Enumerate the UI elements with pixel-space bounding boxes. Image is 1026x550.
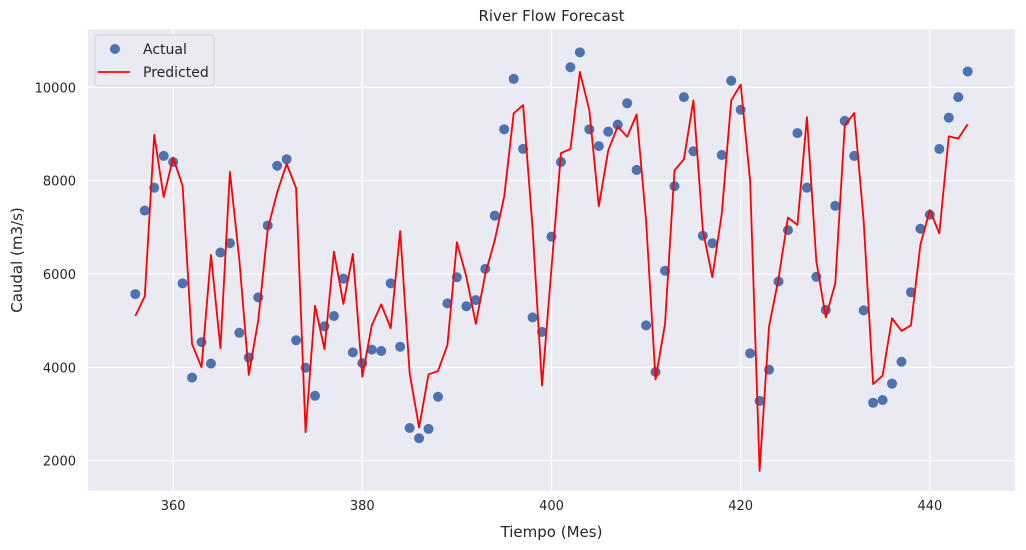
y-axis-label: Caudal (m3/s) [8, 207, 26, 313]
y-tick-label: 2000 [43, 455, 76, 470]
actual-point [376, 346, 387, 356]
actual-point [139, 205, 150, 216]
actual-point [943, 112, 954, 123]
actual-point [953, 92, 964, 103]
actual-point [678, 92, 689, 103]
actual-point [224, 238, 235, 249]
x-axis-label: Tiempo (Mes) [500, 523, 603, 541]
y-tick-label: 10000 [35, 81, 76, 96]
actual-point [158, 150, 169, 161]
actual-point [470, 295, 481, 306]
actual-point [328, 311, 339, 321]
actual-point [896, 356, 907, 367]
actual-point [830, 200, 841, 211]
data-marks [130, 47, 973, 472]
actual-point [130, 289, 141, 300]
actual-point [745, 348, 756, 359]
actual-point [688, 146, 699, 157]
actual-point [366, 344, 377, 355]
actual-point [622, 98, 633, 109]
actual-point [669, 181, 680, 192]
actual-point [565, 62, 576, 73]
actual-point [414, 433, 425, 444]
actual-point [385, 278, 396, 289]
actual-point [593, 141, 604, 152]
x-tick-label: 380 [350, 499, 375, 514]
x-tick-label: 420 [728, 499, 753, 514]
actual-point [631, 164, 642, 175]
actual-point [395, 341, 406, 352]
actual-point [442, 298, 453, 309]
tick-labels: 360 380 400 420 440 2000 4000 6000 8000 10000 [35, 81, 943, 514]
actual-point [461, 301, 472, 312]
predicted-line [134, 71, 969, 472]
actual-point [584, 124, 595, 135]
legend-actual-marker [110, 44, 120, 54]
x-tick-label: 400 [539, 499, 564, 514]
actual-point [187, 372, 198, 383]
actual-point [215, 247, 226, 258]
actual-point [310, 390, 321, 401]
actual-point [868, 397, 879, 408]
y-tick-label: 6000 [43, 268, 76, 283]
legend-actual-label: Actual [143, 42, 187, 58]
actual-point [792, 128, 803, 139]
actual-point [281, 154, 292, 165]
actual-point [347, 347, 358, 358]
actual-point [905, 287, 916, 298]
actual-point [499, 124, 510, 135]
actual-point [489, 210, 500, 221]
actual-point [887, 378, 898, 389]
x-tick-label: 360 [161, 499, 186, 514]
actual-point [707, 238, 718, 249]
actual-point [205, 358, 216, 369]
actual-point [877, 395, 888, 405]
actual-point [782, 225, 793, 236]
actual-point [508, 73, 519, 84]
actual-point [272, 160, 283, 171]
actual-point [432, 391, 443, 402]
actual-point [177, 278, 188, 289]
actual-point [527, 312, 538, 323]
chart-title: River Flow Forecast [478, 7, 624, 25]
x-tick-label: 440 [917, 499, 942, 514]
legend-box [94, 34, 215, 87]
actual-point [404, 423, 415, 433]
actual-point [858, 305, 869, 316]
actual-point [716, 150, 727, 160]
actual-point [849, 150, 860, 161]
actual-point [338, 273, 349, 284]
actual-point [423, 423, 434, 434]
actual-point [726, 75, 737, 86]
y-tick-label: 4000 [43, 361, 76, 376]
actual-point [196, 337, 207, 348]
legend-predicted-label: Predicted [143, 65, 209, 81]
actual-point [603, 126, 614, 137]
legend: Actual Predicted [94, 34, 215, 87]
y-tick-label: 8000 [43, 175, 76, 190]
actual-point [291, 335, 302, 346]
actual-point [915, 223, 926, 234]
actual-point [962, 66, 973, 77]
actual-point [234, 327, 245, 338]
actual-point [641, 320, 652, 331]
actual-point [612, 119, 623, 130]
actual-point [801, 182, 812, 193]
actual-point [574, 47, 585, 58]
actual-point [934, 143, 945, 154]
